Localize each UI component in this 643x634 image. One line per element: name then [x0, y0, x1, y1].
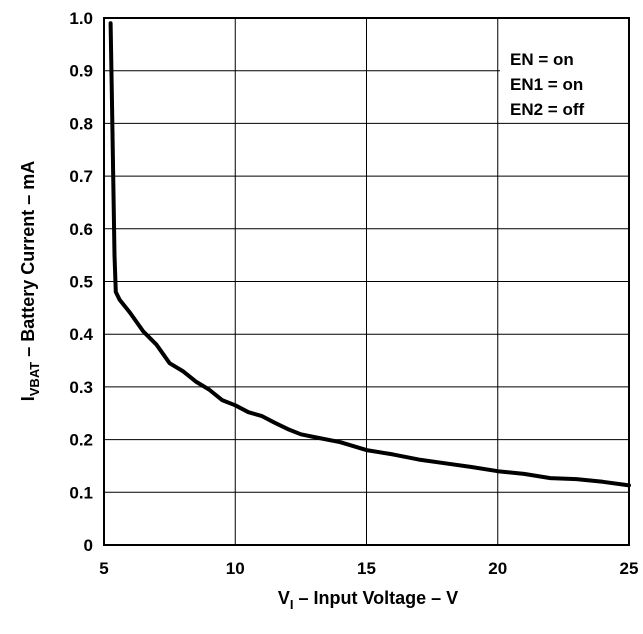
y-tick-label: 0.8: [69, 114, 93, 133]
x-axis-title: VI – Input Voltage – V: [278, 588, 458, 612]
y-axis-title-main: I: [18, 396, 38, 401]
x-tick-label: 20: [488, 559, 507, 578]
y-axis-ticks: 0 0.1 0.2 0.3 0.4 0.5 0.6 0.7 0.8 0.9 1.0: [69, 9, 93, 555]
y-tick-label: 1.0: [69, 9, 93, 28]
series-layer: [108, 21, 631, 488]
x-tick-label: 15: [357, 559, 376, 578]
legend-background: [500, 44, 628, 122]
x-tick-label: 10: [226, 559, 245, 578]
legend: EN = on EN1 = on EN2 = off: [500, 44, 628, 122]
y-axis-title: IVBAT – Battery Current – mA: [18, 161, 42, 402]
y-tick-label: 0.9: [69, 62, 93, 81]
y-axis-title-rest: – Battery Current – mA: [18, 161, 38, 362]
y-tick-label: 0.7: [69, 167, 93, 186]
y-tick-label: 0: [84, 536, 93, 555]
plot-frame: [103, 17, 630, 546]
x-axis-title-rest: – Input Voltage – V: [293, 588, 458, 608]
y-axis-title-sub: VBAT: [27, 362, 42, 396]
grid: [104, 18, 629, 545]
legend-line-en: EN = on: [510, 50, 574, 69]
x-axis-title-main: V: [278, 588, 290, 608]
y-tick-label: 0.1: [69, 483, 93, 502]
y-tick-label: 0.2: [69, 431, 93, 450]
y-tick-label: 0.5: [69, 273, 93, 292]
y-tick-label: 0.6: [69, 220, 93, 239]
series-line-0: [108, 21, 631, 488]
legend-line-en1: EN1 = on: [510, 75, 583, 94]
x-axis-ticks: 5 10 15 20 25: [99, 559, 638, 578]
y-tick-label: 0.3: [69, 378, 93, 397]
x-tick-label: 25: [620, 559, 639, 578]
x-axis-title-sub: I: [290, 597, 294, 612]
legend-line-en2: EN2 = off: [510, 100, 584, 119]
y-tick-label: 0.4: [69, 325, 93, 344]
x-tick-label: 5: [99, 559, 108, 578]
